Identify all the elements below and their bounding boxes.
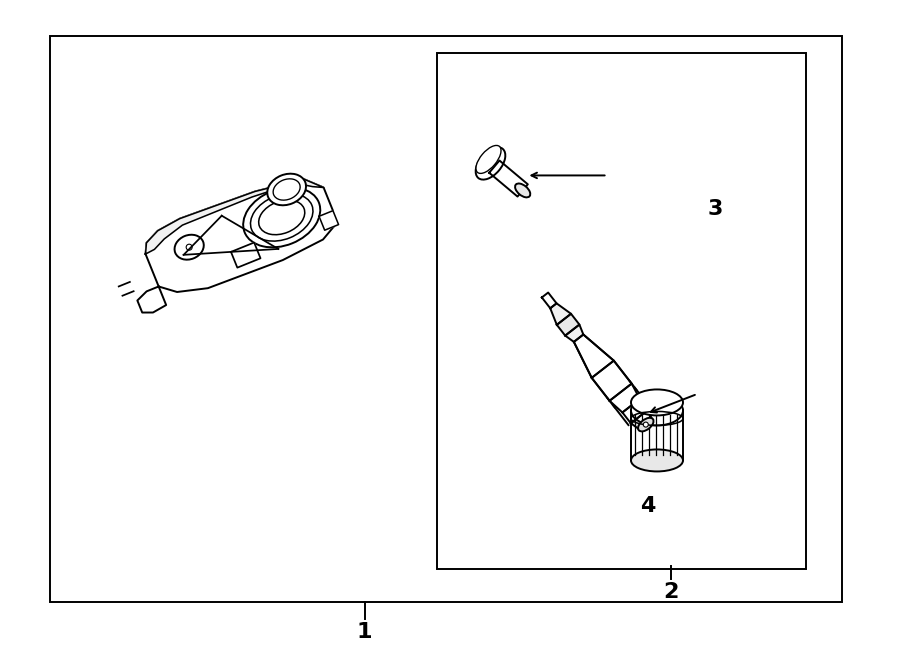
Ellipse shape: [258, 200, 305, 235]
Circle shape: [186, 244, 193, 250]
Ellipse shape: [638, 418, 653, 432]
Bar: [436, 53, 806, 569]
Text: 3: 3: [707, 199, 724, 218]
Polygon shape: [319, 211, 338, 230]
Ellipse shape: [631, 389, 683, 416]
Circle shape: [644, 422, 648, 427]
Polygon shape: [550, 303, 571, 325]
Ellipse shape: [476, 147, 505, 179]
Polygon shape: [146, 179, 334, 292]
Ellipse shape: [476, 146, 501, 173]
Polygon shape: [231, 242, 260, 267]
Ellipse shape: [631, 449, 683, 471]
Polygon shape: [623, 399, 648, 423]
Text: 2: 2: [662, 583, 679, 602]
Ellipse shape: [243, 187, 320, 248]
Ellipse shape: [515, 183, 530, 197]
Bar: [50, 36, 842, 602]
Text: 1: 1: [356, 622, 373, 642]
Polygon shape: [542, 293, 556, 308]
Ellipse shape: [175, 235, 203, 260]
Ellipse shape: [273, 179, 301, 200]
Polygon shape: [631, 410, 652, 430]
Polygon shape: [631, 410, 683, 461]
Ellipse shape: [250, 193, 313, 241]
Polygon shape: [609, 383, 640, 412]
Polygon shape: [146, 179, 324, 254]
Polygon shape: [490, 160, 527, 197]
Text: 4: 4: [640, 496, 656, 516]
Polygon shape: [565, 324, 583, 342]
Polygon shape: [138, 287, 166, 312]
Ellipse shape: [267, 173, 306, 205]
Polygon shape: [591, 361, 632, 401]
Ellipse shape: [631, 395, 683, 426]
Polygon shape: [574, 334, 614, 378]
Polygon shape: [557, 314, 580, 336]
